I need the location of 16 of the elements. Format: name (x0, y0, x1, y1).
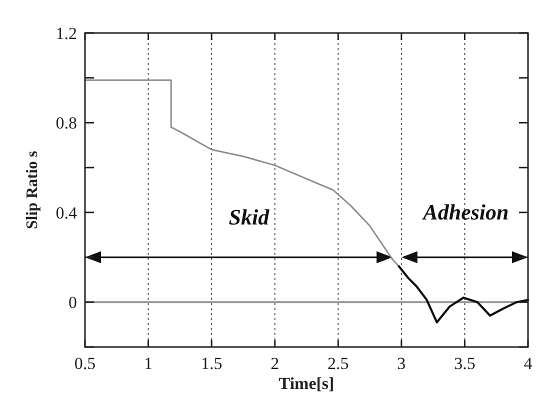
x-tick-label: 2 (270, 354, 280, 373)
y-tick-label: 0.8 (56, 114, 77, 133)
x-tick-label: 3.5 (454, 354, 476, 373)
annotation: Skid (228, 204, 270, 230)
x-tick-label: 3 (397, 354, 406, 373)
x-tick-label: 1 (144, 354, 153, 373)
x-tick-label: 0.5 (74, 354, 96, 373)
annotation: Adhesion (421, 200, 509, 225)
y-axis-title: Slip Ratio s (24, 150, 41, 230)
y-tick-label: 0.4 (56, 203, 78, 222)
x-tick-label: 2.5 (328, 354, 349, 373)
y-tick-label: 1.2 (56, 24, 77, 43)
x-axis-title: Time[s] (278, 374, 334, 393)
y-tick-label: 0 (68, 293, 77, 312)
x-tick-label: 1.5 (200, 354, 222, 373)
x-tick-label: 4 (524, 354, 533, 373)
